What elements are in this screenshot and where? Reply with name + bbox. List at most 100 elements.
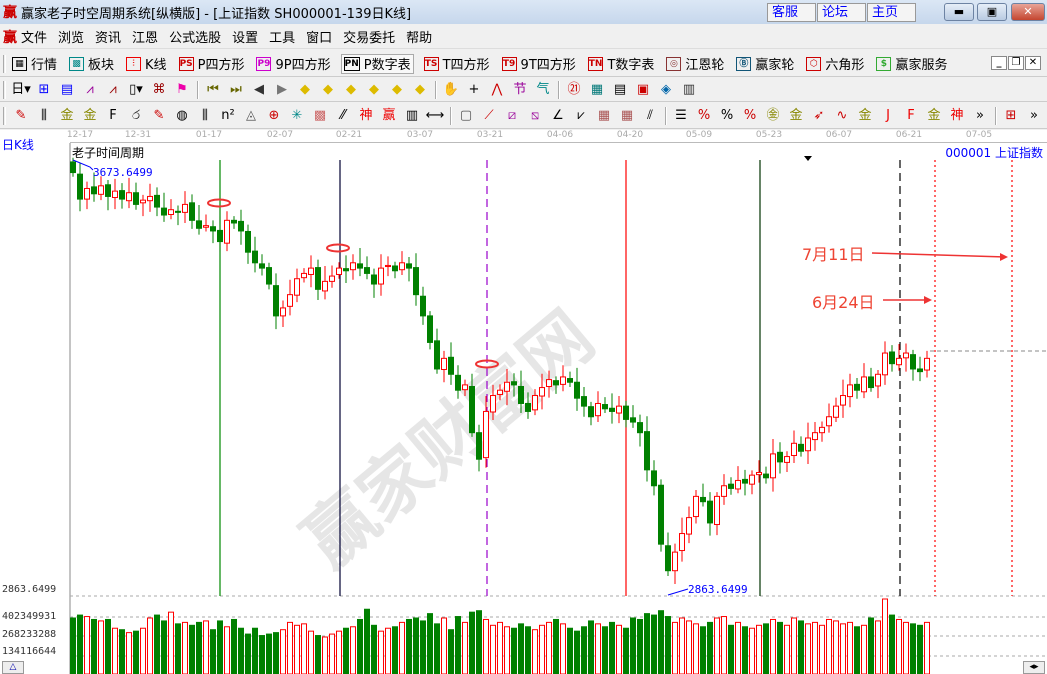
shrink-icon[interactable]: ◆ — [369, 81, 379, 97]
gold-fan-icon[interactable]: 金 — [927, 107, 941, 123]
notes-icon[interactable]: ▤ — [613, 81, 627, 97]
lines-icon[interactable]: ⫼ — [41, 107, 47, 123]
first-icon[interactable]: ⏮ — [207, 81, 219, 97]
hand-icon[interactable]: ✋ — [442, 81, 460, 97]
target-icon[interactable]: ⊕ — [268, 107, 280, 123]
home-button[interactable]: 主页 — [867, 3, 916, 22]
zoom-out-icon[interactable]: ◆ — [415, 81, 425, 97]
gold-2-icon[interactable]: 金 — [83, 107, 97, 123]
layout-icon[interactable]: ⊞ — [38, 81, 50, 97]
fan-icon[interactable]: ⟋ — [484, 107, 494, 123]
grid-select-icon[interactable]: ⊞ — [1005, 107, 1017, 123]
sine-icon[interactable]: ∿ — [836, 107, 848, 123]
chart-area[interactable]: 12-17 12-31 01-17 02-07 02-21 03-07 03-21 04-06… — [0, 130, 1047, 674]
sector-button[interactable]: ▩ 板块 — [67, 54, 116, 74]
pen-2-icon[interactable]: ✎ — [153, 107, 165, 123]
menu-7[interactable]: 窗口 — [306, 31, 333, 46]
save-icon[interactable]: ▣ — [636, 81, 650, 97]
line-tool-icon[interactable]: ⋀ — [491, 81, 503, 97]
more-2-icon[interactable]: » — [1030, 107, 1038, 123]
percent-lines-icon[interactable]: % — [743, 107, 757, 123]
close-button[interactable]: ✕ — [1011, 3, 1045, 21]
hexagon-button[interactable]: ⬡ 六角形 — [804, 54, 866, 74]
gold-lines-icon[interactable]: 金 — [789, 107, 803, 123]
menu-3[interactable]: 江恩 — [132, 31, 159, 46]
fan-grid-icon[interactable]: ⧅ — [530, 107, 540, 123]
kline-button[interactable]: ⫶ K线 — [124, 54, 169, 74]
lines-2-icon[interactable]: ⫼ — [202, 107, 208, 123]
percent-icon[interactable]: % — [720, 107, 734, 123]
slash-icon[interactable]: ⁄⁄ — [340, 107, 346, 123]
9t-square-button[interactable]: T9 9T四方形 — [500, 54, 578, 74]
clipboard-icon[interactable]: ▤ — [60, 81, 74, 97]
next-icon[interactable]: ▶ — [277, 81, 287, 97]
gold-1-icon[interactable]: 金 — [60, 107, 74, 123]
candle-type-icon[interactable]: ▯▾ — [129, 81, 143, 97]
f-line-icon[interactable]: F — [109, 107, 117, 123]
box-icon[interactable]: ▢ — [459, 107, 473, 123]
menu-9[interactable]: 帮助 — [406, 31, 433, 46]
menu-1[interactable]: 浏览 — [58, 31, 85, 46]
menu-6[interactable]: 工具 — [269, 31, 296, 46]
angle-icon[interactable]: ∠ — [552, 107, 564, 123]
star-icon[interactable]: ✳ — [291, 107, 303, 123]
ying-icon[interactable]: 赢 — [382, 107, 396, 123]
triangle-icon[interactable]: ◬ — [246, 107, 256, 123]
expand-icon[interactable]: ◆ — [346, 81, 356, 97]
p-square-button[interactable]: PS P四方形 — [177, 54, 247, 74]
grid-icon[interactable]: ▦ — [597, 107, 611, 123]
rocket-icon[interactable]: ➶ — [813, 107, 825, 123]
gann-wheel-button[interactable]: ◎ 江恩轮 — [664, 54, 726, 74]
last-icon[interactable]: ⏭ — [230, 81, 242, 97]
p-number-table-button[interactable]: PN P数字表 — [340, 53, 414, 74]
solar-term-icon[interactable]: 气 — [536, 81, 550, 97]
zoom-in-icon[interactable]: ◆ — [392, 81, 402, 97]
left-icon[interactable]: ◆ — [300, 81, 310, 97]
t-number-table-button[interactable]: TN T数字表 — [586, 54, 657, 74]
computer-icon[interactable]: ▥ — [682, 81, 696, 97]
calculator-icon[interactable]: ▦ — [590, 81, 604, 97]
ruler-icon[interactable]: ▥ — [405, 107, 419, 123]
fan-box-icon[interactable]: ⧄ — [507, 107, 517, 123]
customer-service-button[interactable]: 客服 — [767, 3, 816, 22]
t-square-button[interactable]: TS T四方形 — [422, 54, 492, 74]
menu-0[interactable]: 文件 — [21, 31, 48, 46]
menu-2[interactable]: 资讯 — [95, 31, 122, 46]
menu-5[interactable]: 设置 — [232, 31, 259, 46]
prev-icon[interactable]: ◀ — [254, 81, 264, 97]
gold-circle-icon[interactable]: ㊎ — [766, 107, 780, 123]
percent-red-icon[interactable]: % — [697, 107, 711, 123]
flag-icon[interactable]: ⚑ — [176, 81, 188, 97]
mdi-minimize-button[interactable]: _ — [991, 56, 1007, 70]
winner-wheel-button[interactable]: Ⓑ 赢家轮 — [734, 54, 796, 74]
9p-square-button[interactable]: P9 9P四方形 — [254, 54, 332, 74]
grid-2-icon[interactable]: ▦ — [620, 107, 634, 123]
pen-icon[interactable]: ✎ — [15, 107, 27, 123]
kline-chart[interactable]: 赢家财富网 — [0, 130, 1047, 674]
f-fan-icon[interactable]: F — [907, 107, 915, 123]
festival-icon[interactable]: 节 — [513, 81, 527, 97]
quote-button[interactable]: ▦ 行情 — [10, 54, 59, 74]
calendar-icon[interactable]: ㉑ — [567, 81, 581, 97]
width-icon[interactable]: ⟷ — [425, 107, 445, 123]
minimize-button[interactable]: ▬ — [944, 3, 974, 21]
shen-fan-icon[interactable]: 神 — [950, 107, 964, 123]
mdi-restore-button[interactable]: ❐ — [1008, 56, 1024, 70]
gold-red-icon[interactable]: 金 — [858, 107, 872, 123]
scroll-right-button[interactable]: ◂▸ — [1023, 661, 1045, 674]
square-grid-icon[interactable]: ▩ — [313, 107, 327, 123]
spiral-icon[interactable]: ර — [132, 107, 140, 123]
circle-grid-icon[interactable]: ◍ — [176, 107, 188, 123]
indicator-3-icon[interactable]: ⩘ — [86, 81, 94, 97]
indicator-9-icon[interactable]: ⩘ — [109, 81, 117, 97]
crosshair-icon[interactable]: + — [468, 81, 480, 97]
mdi-close-button[interactable]: ✕ — [1025, 56, 1041, 70]
j-fan-icon[interactable]: J — [886, 107, 890, 123]
menu-8[interactable]: 交易委托 — [343, 31, 396, 46]
map-icon[interactable]: ⌘ — [152, 81, 166, 97]
right-icon[interactable]: ◆ — [323, 81, 333, 97]
period-select-icon[interactable]: 日▾ — [11, 81, 31, 97]
menu-4[interactable]: 公式选股 — [169, 31, 222, 46]
bars-icon[interactable]: ☰ — [675, 107, 687, 123]
winner-service-button[interactable]: $ 赢家服务 — [874, 54, 949, 74]
